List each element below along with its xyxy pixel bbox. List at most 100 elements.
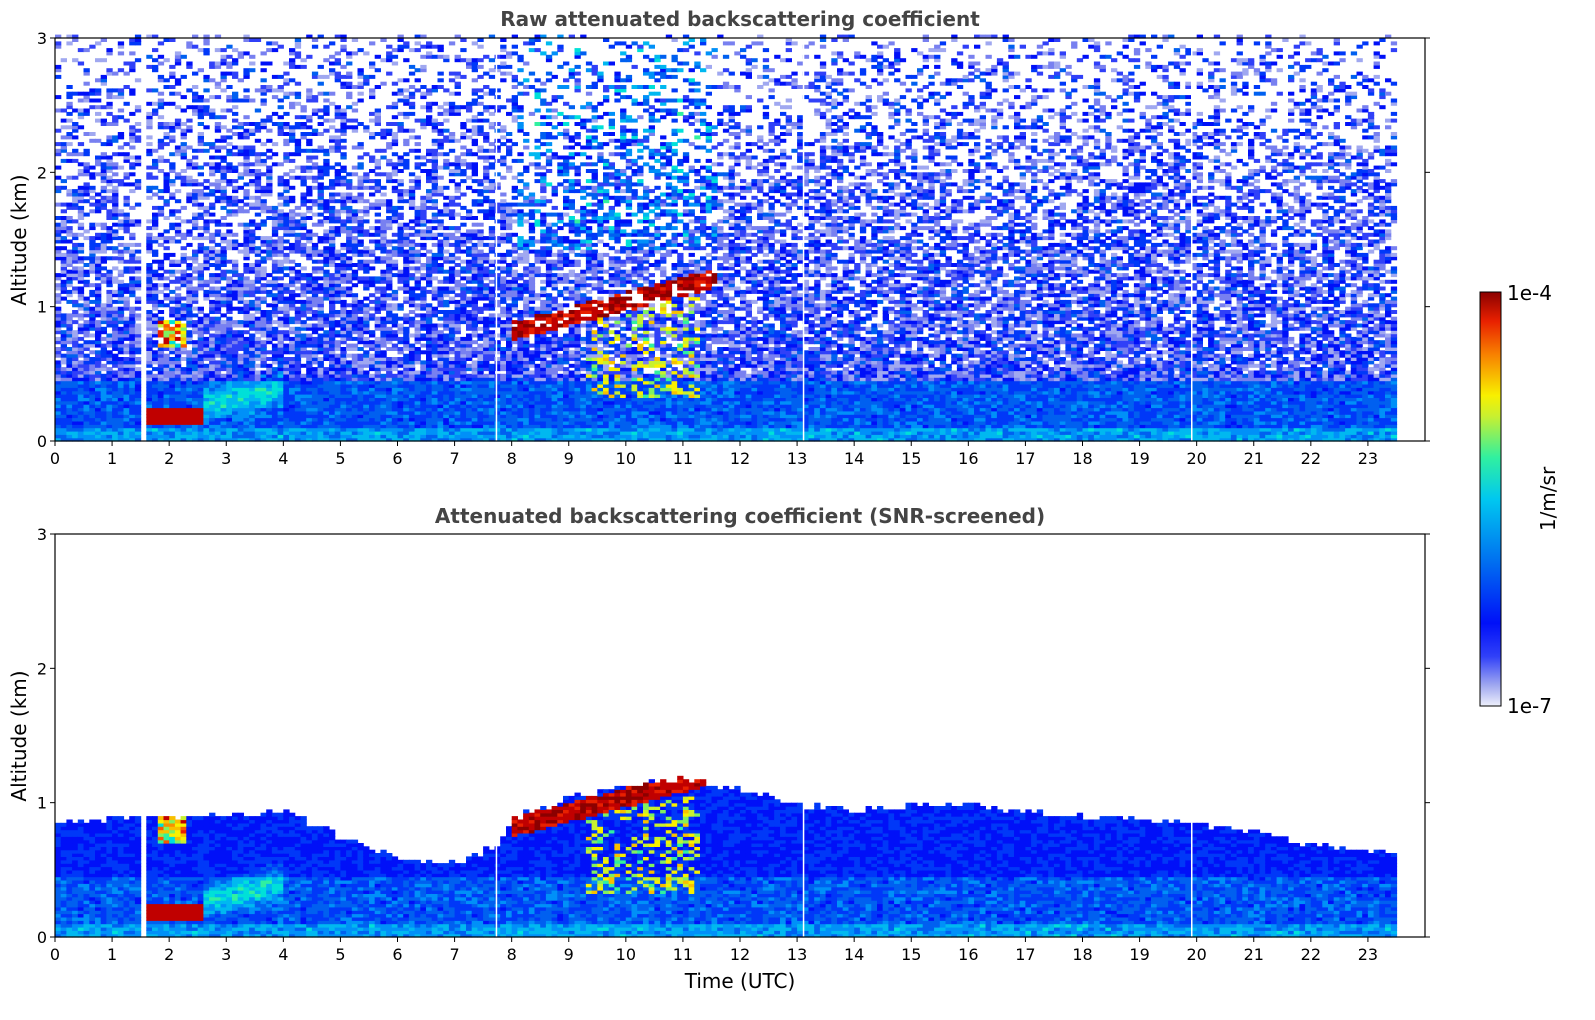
heatmap-cell	[221, 88, 227, 92]
heatmap-cell	[255, 226, 261, 230]
heatmap-cell	[181, 270, 187, 274]
heatmap-cell	[124, 250, 130, 254]
heatmap-cell	[375, 240, 381, 244]
heatmap-cell	[415, 303, 421, 307]
heatmap-cell	[112, 152, 118, 156]
heatmap-cell	[301, 250, 307, 254]
heatmap-cell	[95, 203, 101, 207]
heatmap-cell	[249, 401, 255, 405]
heatmap-cell	[175, 105, 181, 109]
heatmap-cell	[409, 48, 415, 52]
heatmap-cell	[135, 313, 141, 317]
heatmap-cell	[95, 354, 101, 358]
heatmap-cell	[312, 260, 318, 264]
heatmap-cell	[340, 300, 346, 304]
heatmap-cell	[363, 276, 369, 280]
heatmap-cell	[261, 62, 267, 66]
heatmap-cell	[272, 283, 278, 287]
heatmap-cell	[215, 122, 221, 126]
heatmap-cell	[323, 229, 329, 233]
heatmap-cell	[352, 250, 358, 254]
heatmap-cell	[164, 401, 170, 405]
heatmap-cell	[181, 297, 187, 301]
heatmap-cell	[152, 162, 158, 166]
heatmap-cell	[232, 260, 238, 264]
heatmap-cell	[283, 172, 289, 176]
heatmap-cell	[301, 243, 307, 247]
heatmap-cell	[221, 374, 227, 378]
heatmap-cell	[175, 401, 181, 405]
heatmap-cell	[301, 364, 307, 368]
heatmap-cell	[106, 176, 112, 180]
heatmap-cell	[192, 313, 198, 317]
heatmap-cell	[146, 135, 152, 139]
heatmap-cell	[198, 250, 204, 254]
heatmap-cell	[186, 307, 192, 311]
heatmap-cell	[249, 203, 255, 207]
heatmap-cell	[318, 182, 324, 186]
heatmap-cell	[66, 119, 72, 123]
heatmap-cell	[352, 146, 358, 150]
heatmap-cell	[306, 139, 312, 143]
heatmap-cell	[323, 129, 329, 133]
heatmap-cell	[289, 250, 295, 254]
heatmap-cell	[386, 260, 392, 264]
heatmap-cell	[203, 250, 209, 254]
heatmap-cell	[146, 354, 152, 358]
heatmap-cell	[101, 119, 107, 123]
heatmap-cell	[112, 162, 118, 166]
heatmap-cell	[386, 159, 392, 163]
heatmap-cell	[169, 253, 175, 257]
heatmap-cell	[89, 401, 95, 405]
heatmap-cell	[243, 226, 249, 230]
heatmap-cell	[403, 297, 409, 301]
heatmap-cell	[221, 260, 227, 264]
heatmap-cell	[221, 330, 227, 334]
heatmap-cell	[192, 307, 198, 311]
heatmap-cell	[129, 51, 135, 55]
heatmap-cell	[146, 186, 152, 190]
heatmap-cell	[232, 132, 238, 136]
heatmap-cell	[61, 377, 67, 381]
heatmap-cell	[289, 48, 295, 52]
heatmap-cell	[312, 233, 318, 237]
heatmap-cell	[386, 216, 392, 220]
heatmap-cell	[106, 334, 112, 338]
heatmap-cell	[146, 65, 152, 69]
heatmap-cell	[129, 156, 135, 160]
heatmap-cell	[255, 246, 261, 250]
heatmap-cell	[152, 250, 158, 254]
heatmap-cell	[392, 115, 398, 119]
heatmap-cell	[329, 307, 335, 311]
heatmap-cell	[152, 401, 158, 405]
heatmap-cell	[129, 182, 135, 186]
heatmap-cell	[386, 240, 392, 244]
heatmap-cell	[312, 283, 318, 287]
heatmap-cell	[386, 51, 392, 55]
heatmap-cell	[420, 273, 426, 277]
heatmap-cell	[61, 119, 67, 123]
heatmap-cell	[249, 280, 255, 284]
heatmap-cell	[55, 360, 61, 364]
heatmap-cell	[278, 236, 284, 240]
heatmap-cell	[135, 330, 141, 334]
heatmap-cell	[358, 92, 364, 96]
heatmap-cell	[158, 55, 164, 59]
heatmap-cell	[323, 367, 329, 371]
heatmap-cell	[186, 62, 192, 66]
heatmap-cell	[89, 283, 95, 287]
heatmap-cell	[61, 330, 67, 334]
heatmap-cell	[112, 354, 118, 358]
heatmap-cell	[386, 172, 392, 176]
heatmap-cell	[221, 135, 227, 139]
heatmap-cell	[369, 330, 375, 334]
heatmap-cell	[415, 48, 421, 52]
heatmap-cell	[95, 307, 101, 311]
heatmap-cell	[375, 297, 381, 301]
heatmap-cell	[312, 367, 318, 371]
heatmap-cell	[312, 179, 318, 183]
heatmap-cell	[398, 213, 404, 217]
heatmap-cell	[169, 357, 175, 361]
heatmap-cell	[175, 354, 181, 358]
heatmap-cell	[106, 179, 112, 183]
